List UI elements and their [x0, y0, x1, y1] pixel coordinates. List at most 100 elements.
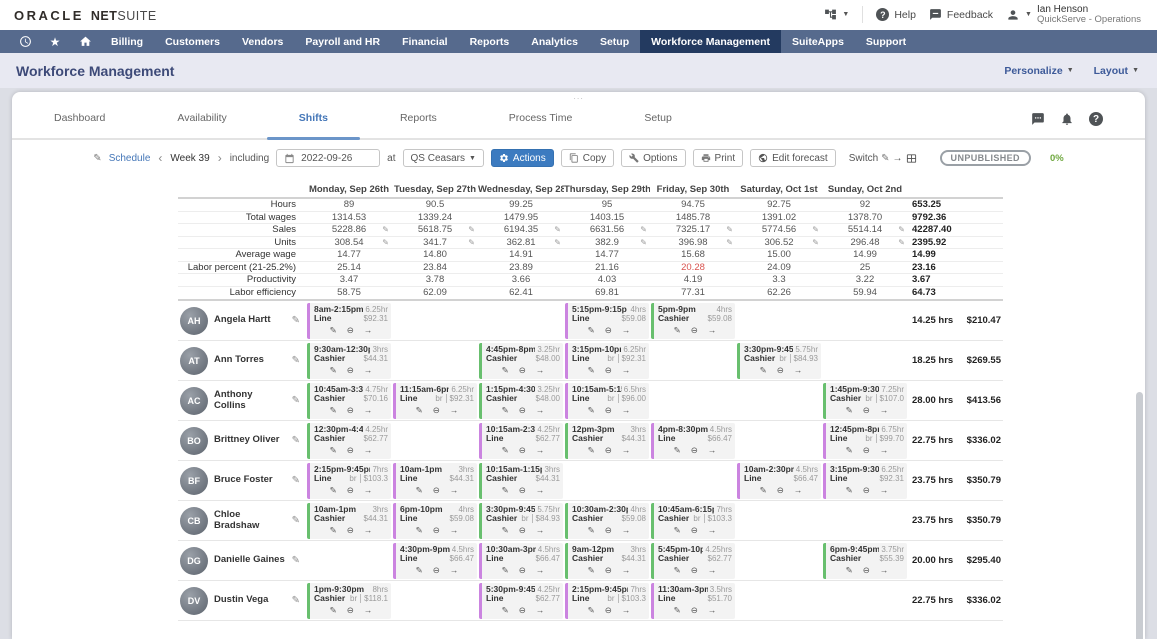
shift-card[interactable]: 4pm-8:30pm 4.5hrs Line $66.47 ✎ ⊖ →	[651, 422, 735, 459]
remove-shift-icon[interactable]: ⊖	[604, 405, 612, 416]
user-menu-button[interactable]: ▼ Ian Henson QuickServe - Operations	[1006, 4, 1141, 26]
edit-shift-icon[interactable]: ✎	[587, 565, 595, 576]
remove-shift-icon[interactable]: ⊖	[518, 405, 526, 416]
move-shift-icon[interactable]: →	[621, 605, 631, 616]
edit-value-icon[interactable]: ✎	[726, 225, 733, 235]
date-input[interactable]: 2022-09-26	[276, 149, 381, 167]
publish-status-badge[interactable]: UNPUBLISHED	[939, 150, 1031, 166]
summary-value[interactable]: 306.52 ✎	[764, 236, 819, 248]
remove-shift-icon[interactable]: ⊖	[432, 485, 440, 496]
summary-value[interactable]: 5514.14 ✎	[847, 224, 905, 236]
remove-shift-icon[interactable]: ⊖	[776, 365, 784, 376]
move-shift-icon[interactable]: →	[879, 405, 889, 416]
remove-shift-icon[interactable]: ⊖	[690, 325, 698, 336]
move-shift-icon[interactable]: →	[535, 565, 545, 576]
summary-value[interactable]: 7325.17 ✎	[675, 224, 733, 236]
edit-forecast-button[interactable]: Edit forecast	[750, 149, 836, 167]
remove-shift-icon[interactable]: ⊖	[604, 445, 612, 456]
tab[interactable]: Reports	[400, 112, 437, 138]
shift-card[interactable]: 6pm-9:45pm 3.75hr Cashier $55.39 ✎ ⊖ →	[823, 542, 907, 579]
edit-shift-icon[interactable]: ✎	[673, 525, 681, 536]
remove-shift-icon[interactable]: ⊖	[346, 405, 354, 416]
shift-card[interactable]: 10am-1pm 3hrs Cashier $44.31 ✎ ⊖ →	[307, 502, 391, 539]
remove-shift-icon[interactable]: ⊖	[604, 525, 612, 536]
edit-value-icon[interactable]: ✎	[898, 225, 905, 235]
remove-shift-icon[interactable]: ⊖	[518, 485, 526, 496]
shift-card[interactable]: 11:15am-6pm 6.25hr Line br $92.31 ✎ ⊖ →	[393, 382, 477, 419]
shift-card[interactable]: 8am-2:15pm 6.25hr Line $92.31 ✎ ⊖ →	[307, 302, 391, 339]
remove-shift-icon[interactable]: ⊖	[604, 565, 612, 576]
move-shift-icon[interactable]: →	[535, 605, 545, 616]
edit-shift-icon[interactable]: ✎	[673, 605, 681, 616]
prev-week-button[interactable]: ‹	[158, 151, 163, 165]
move-shift-icon[interactable]: →	[621, 565, 631, 576]
summary-value[interactable]: 6194.35 ✎	[503, 224, 561, 236]
edit-employee-icon[interactable]: ✎	[291, 315, 300, 326]
shift-card[interactable]: 9am-12pm 3hrs Cashier $44.31 ✎ ⊖ →	[565, 542, 649, 579]
edit-shift-icon[interactable]: ✎	[587, 445, 595, 456]
shift-card[interactable]: 10am-1pm 3hrs Line $44.31 ✎ ⊖ →	[393, 462, 477, 499]
nav-item[interactable]: Vendors	[231, 30, 294, 53]
edit-shift-icon[interactable]: ✎	[501, 405, 509, 416]
summary-value[interactable]: 296.48 ✎	[850, 236, 905, 248]
location-select[interactable]: QS Ceasars ▼	[402, 149, 484, 167]
edit-shift-icon[interactable]: ✎	[329, 445, 337, 456]
summary-value[interactable]: 5618.75 ✎	[417, 224, 475, 236]
summary-value[interactable]: 382.9 ✎	[595, 236, 647, 248]
edit-shift-icon[interactable]: ✎	[415, 405, 423, 416]
edit-employee-icon[interactable]: ✎	[291, 595, 300, 606]
remove-shift-icon[interactable]: ⊖	[518, 565, 526, 576]
copy-button[interactable]: Copy	[560, 149, 615, 167]
summary-value[interactable]: 6631.56 ✎	[589, 224, 647, 236]
edit-shift-icon[interactable]: ✎	[501, 365, 509, 376]
shift-card[interactable]: 10:30am-2:30p 4hrs Cashier $59.08 ✎ ⊖ →	[565, 502, 649, 539]
comments-button[interactable]	[1031, 112, 1045, 126]
nav-item[interactable]: Reports	[459, 30, 521, 53]
edit-shift-icon[interactable]: ✎	[501, 605, 509, 616]
personalize-button[interactable]: Personalize ▼	[1004, 64, 1074, 77]
tab[interactable]: Shifts	[266, 112, 361, 140]
summary-value[interactable]: 341.7 ✎	[423, 236, 475, 248]
edit-value-icon[interactable]: ✎	[640, 225, 647, 235]
edit-shift-icon[interactable]: ✎	[415, 485, 423, 496]
shift-card[interactable]: 10:15am-5:15p 6.5hrs Line br$96.00 ✎ ⊖ →	[565, 382, 649, 419]
options-button[interactable]: Options	[621, 149, 686, 167]
edit-shift-icon[interactable]: ✎	[329, 405, 337, 416]
shift-card[interactable]: 10:15am-1:15p 3hrs Cashier $44.31 ✎ ⊖ →	[479, 462, 563, 499]
move-shift-icon[interactable]: →	[363, 365, 373, 376]
remove-shift-icon[interactable]: ⊖	[518, 525, 526, 536]
move-shift-icon[interactable]: →	[879, 565, 889, 576]
shift-card[interactable]: 5:15pm-9:15p 4hrs Line $59.08 ✎ ⊖ →	[565, 302, 649, 339]
edit-shift-icon[interactable]: ✎	[587, 365, 595, 376]
move-shift-icon[interactable]: →	[535, 525, 545, 536]
shift-card[interactable]: 11:30am-3pm 3.5hrs Line $51.70 ✎ ⊖ →	[651, 582, 735, 619]
nav-item[interactable]: Analytics	[520, 30, 589, 53]
edit-shift-icon[interactable]: ✎	[415, 565, 423, 576]
move-shift-icon[interactable]: →	[535, 485, 545, 496]
move-shift-icon[interactable]: →	[707, 325, 717, 336]
move-shift-icon[interactable]: →	[879, 445, 889, 456]
shortcuts-button[interactable]: ★	[40, 30, 70, 53]
remove-shift-icon[interactable]: ⊖	[776, 485, 784, 496]
edit-shift-icon[interactable]: ✎	[587, 525, 595, 536]
shift-card[interactable]: 12:45pm-8pm 6.75hr Line br$99.70 ✎ ⊖ →	[823, 422, 907, 459]
remove-shift-icon[interactable]: ⊖	[346, 605, 354, 616]
remove-shift-icon[interactable]: ⊖	[432, 525, 440, 536]
shift-card[interactable]: 2:15pm-9:45pr 7hrs Line br $103.3 ✎ ⊖ →	[565, 582, 649, 619]
remove-shift-icon[interactable]: ⊖	[346, 325, 354, 336]
remove-shift-icon[interactable]: ⊖	[604, 325, 612, 336]
remove-shift-icon[interactable]: ⊖	[862, 565, 870, 576]
nav-item[interactable]: Billing	[100, 30, 154, 53]
move-shift-icon[interactable]: →	[707, 605, 717, 616]
help-circle-button[interactable]: ?	[1089, 112, 1103, 126]
remove-shift-icon[interactable]: ⊖	[862, 445, 870, 456]
remove-shift-icon[interactable]: ⊖	[690, 445, 698, 456]
move-shift-icon[interactable]: →	[879, 485, 889, 496]
remove-shift-icon[interactable]: ⊖	[432, 565, 440, 576]
edit-shift-icon[interactable]: ✎	[759, 485, 767, 496]
summary-value[interactable]: 5228.86 ✎	[331, 224, 389, 236]
tab[interactable]: Process Time	[509, 112, 573, 138]
edit-shift-icon[interactable]: ✎	[673, 325, 681, 336]
edit-shift-icon[interactable]: ✎	[587, 605, 595, 616]
vertical-scrollbar[interactable]	[1136, 392, 1143, 639]
